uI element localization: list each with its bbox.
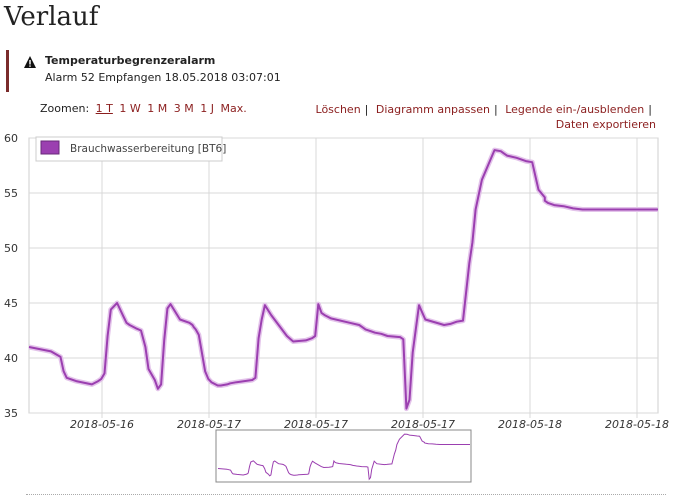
zoom-bar: Zoomen: 1 T 1 W 1 M 3 M 1 J Max.: [40, 102, 247, 115]
toggle-legend-link[interactable]: Legende ein-/ausblenden: [505, 103, 645, 116]
x-tick-label: 2018-05-17: [391, 418, 455, 431]
zoom-option-1w[interactable]: 1 W: [119, 102, 141, 115]
delete-link[interactable]: Löschen: [315, 103, 361, 116]
zoom-option-1m[interactable]: 1 M: [147, 102, 168, 115]
export-data-link[interactable]: Daten exportieren: [555, 118, 656, 131]
x-axis: 2018-05-16 2018-05-17 2018-05-17 2018-05-17…: [70, 418, 669, 431]
x-tick-label: 2018-05-18: [498, 418, 562, 431]
x-tick-label: 2018-05-18: [605, 418, 669, 431]
x-tick-label: 2018-05-16: [70, 418, 134, 431]
chart-grid: [28, 137, 659, 418]
legend-label: Brauchwasserbereitung [BT6]: [70, 143, 226, 155]
alarm-subtitle: Alarm 52 Empfangen 18.05.2018 03:07:01: [45, 71, 281, 84]
zoom-option-1j[interactable]: 1 J: [200, 102, 214, 115]
legend-swatch: [40, 140, 60, 155]
y-tick-label: 40: [4, 352, 18, 365]
y-tick-label: 55: [4, 187, 18, 200]
y-axis: 35 40 45 50 55 60: [4, 132, 18, 420]
legend-box: [35, 136, 223, 162]
adjust-chart-link[interactable]: Diagramm anpassen: [375, 103, 490, 116]
x-tick-label: 2018-05-17: [177, 418, 241, 431]
warning-icon: [24, 56, 36, 68]
y-tick-label: 60: [4, 132, 18, 145]
plot-area: [28, 147, 658, 412]
navigator-frame: [215, 429, 472, 483]
zoom-option-max[interactable]: Max.: [220, 102, 247, 115]
alarm-notice: Temperaturbegrenzeralarm Alarm 52 Empfan…: [6, 50, 309, 92]
zoom-option-1t[interactable]: 1 T: [95, 102, 113, 115]
series-line-shadow: [28, 147, 658, 412]
page-title: Verlauf: [4, 2, 99, 32]
range-navigator[interactable]: [215, 429, 472, 483]
x-tick-label: 2018-05-17: [284, 418, 348, 431]
y-tick-label: 35: [4, 407, 18, 420]
chart-actions: Löschen | Diagramm anpassen | Legende ein-…: [315, 103, 656, 131]
alarm-title: Temperaturbegrenzeralarm: [45, 54, 216, 67]
navigator-series-line: [217, 433, 470, 481]
zoom-option-3m[interactable]: 3 M: [173, 102, 194, 115]
zoom-label: Zoomen:: [40, 102, 90, 115]
divider: [26, 494, 666, 495]
legend[interactable]: Brauchwasserbereitung [BT6]: [35, 136, 226, 162]
y-tick-label: 50: [4, 242, 18, 255]
plot-border: [28, 137, 659, 414]
y-tick-label: 45: [4, 297, 18, 310]
series-line[interactable]: [28, 149, 658, 410]
